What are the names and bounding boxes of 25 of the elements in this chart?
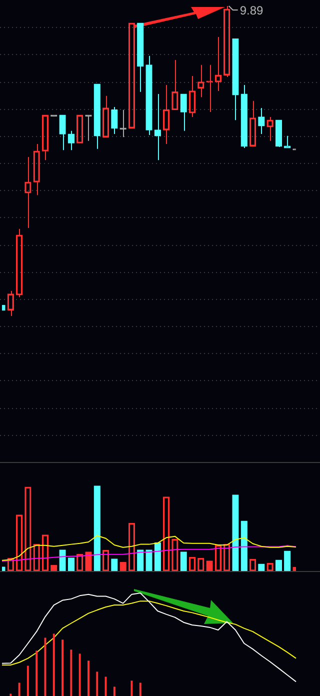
bar: [137, 550, 144, 571]
bar: [154, 542, 161, 571]
candlestick: [284, 135, 291, 148]
bar: [232, 494, 239, 571]
bar: [180, 552, 187, 571]
candlestick: [240, 84, 248, 148]
candlestick: [206, 64, 213, 113]
bar: [146, 550, 152, 571]
annotation: 9.89: [240, 3, 264, 18]
bar: [284, 550, 291, 571]
bar: [111, 558, 118, 571]
candlestick: [180, 94, 187, 132]
candlestick: [111, 106, 118, 135]
candlestick: [137, 22, 144, 92]
candlestick: [59, 114, 66, 151]
bar: [275, 560, 282, 571]
bar: [240, 520, 248, 571]
bar: [94, 486, 100, 571]
candlestick: [232, 38, 239, 121]
candlestick: [94, 84, 100, 150]
candlestick: [146, 55, 152, 136]
bar: [85, 552, 92, 571]
bar: [68, 558, 75, 571]
candlestick: [154, 94, 161, 161]
bar: [59, 550, 66, 571]
